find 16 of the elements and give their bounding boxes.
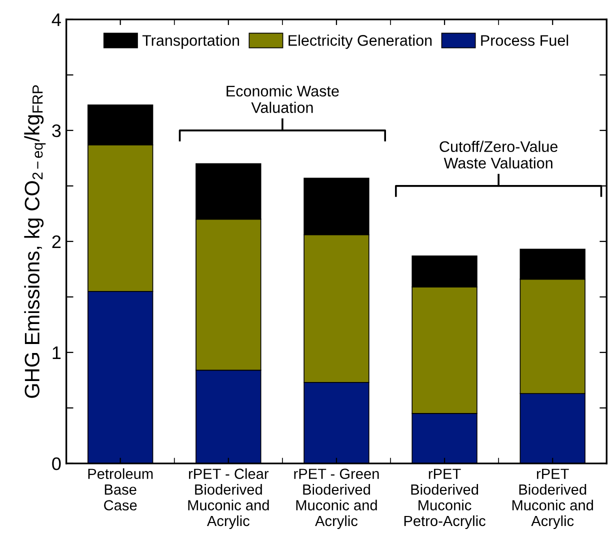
y-tick-label: 4 [52,14,61,26]
y-tick-label: 1 [52,346,61,359]
legend-label: Process Fuel [481,34,568,46]
annotation: Cutoff/Zero-Value Waste Valuation [440,140,558,168]
y-tick-label: 0 [52,457,61,470]
x-tick-label: rPET - Clear Bioderived Muconic and Acrylic [188,468,269,530]
legend-label: Transportation [142,34,240,49]
x-tick-label: rPET Bioderived Muconic Petro-Acrylic [404,468,486,530]
x-tick-label: rPET - Green Bioderived Muconic and Acrylic [294,468,379,530]
y-tick-label: 3 [52,124,61,138]
legend-label: Electricity Generation [288,34,432,49]
annotation: Economic Waste Valuation [226,85,339,113]
y-axis-title: GHG Emissions, kg CO$_{2−eq}$/kg$_{FRP}$ [24,85,46,398]
x-tick-label: Petroleum Base Case [88,468,153,510]
x-tick-label: rPET Bioderived Muconic and Acrylic [512,468,594,530]
y-tick-label: 2 [52,235,61,248]
